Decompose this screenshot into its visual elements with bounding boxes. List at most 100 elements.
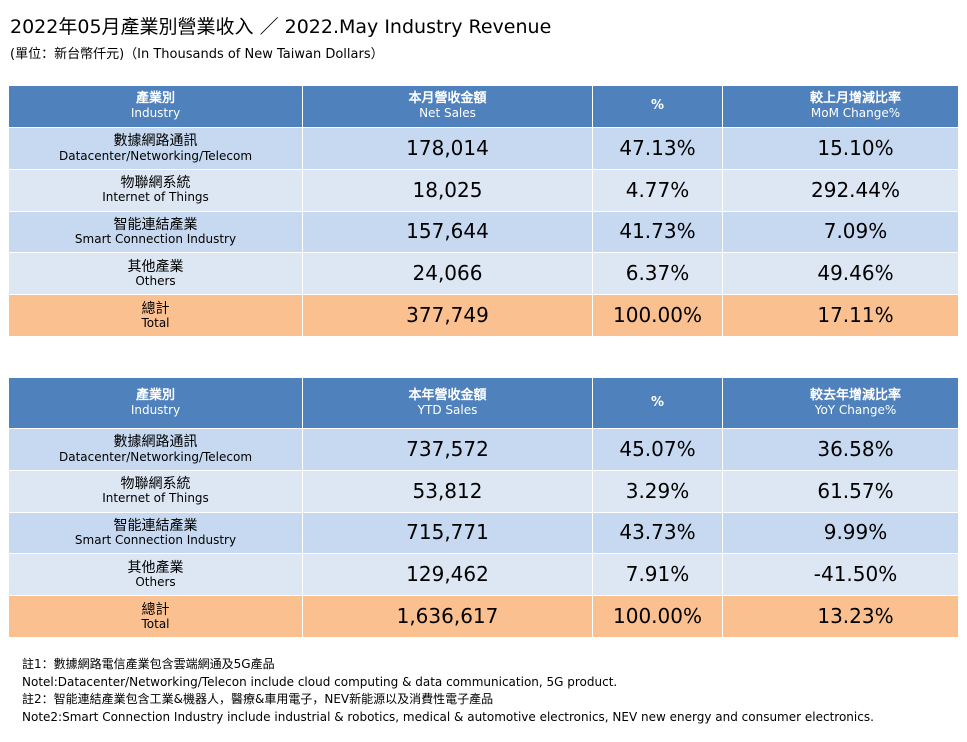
header-zh: 產業別 xyxy=(135,91,175,107)
industry-zh: 數據網路通訊 xyxy=(113,133,198,150)
header-en: YTD Sales xyxy=(417,402,478,417)
header-zh: 較去年增減比率 xyxy=(809,387,901,403)
industry-cell: 智能連結產業 Smart Connection Industry xyxy=(8,210,303,254)
value-cell: 3.29% xyxy=(592,469,723,513)
industry-en: Smart Connection Industry xyxy=(74,533,237,548)
value-cell: 61.57% xyxy=(722,469,959,513)
header-cell: 本月營收金額 Net Sales xyxy=(302,85,593,128)
header-cell: % xyxy=(592,377,723,429)
industry-en: Smart Connection Industry xyxy=(74,232,237,247)
industry-zh: 總計 xyxy=(141,601,170,618)
value-cell: 49.46% xyxy=(722,252,959,296)
industry-zh: 總計 xyxy=(141,300,170,317)
data-row: 其他產業 Others 129,462 7.91% -41.50% xyxy=(8,553,959,597)
value-cell: 100.00% xyxy=(592,595,723,638)
header-zh: 本年營收金額 xyxy=(408,387,487,403)
value-cell: 43.73% xyxy=(592,511,723,555)
industry-en: Datacenter/Networking/Telecom xyxy=(58,449,253,464)
value-cell: 7.91% xyxy=(592,553,723,597)
header-en: Industry xyxy=(130,402,181,417)
header-row: 產業別 Industry 本月營收金額 Net Sales% 較上月增減比率 MoM Ch… xyxy=(8,85,959,128)
value-cell: 41.73% xyxy=(592,210,723,254)
note: 註2：智能連結產業包含工業&機器人，醫療&車用電子，NEV新能源以及消費性電子產… xyxy=(22,692,494,706)
industry-en: Internet of Things xyxy=(102,491,209,506)
industry-en: Datacenter/Networking/Telecom xyxy=(58,148,253,163)
industry-en: Total xyxy=(141,616,170,631)
value-cell: 178,014 xyxy=(302,127,593,170)
header-en: YoY Change% xyxy=(814,402,897,417)
data-table: 產業別 Industry 本年營收金額 YTD Sales% 較去年增減比率 YoY Ch… xyxy=(8,377,959,638)
header-en: MoM Change% xyxy=(810,106,901,121)
data-row: 數據網路通訊 Datacenter/Networking/Telecom 178,0… xyxy=(8,127,959,170)
value-cell: 129,462 xyxy=(302,553,593,597)
industry-cell: 數據網路通訊 Datacenter/Networking/Telecom xyxy=(8,428,303,471)
header-cell: 較去年增減比率 YoY Change% xyxy=(722,377,959,429)
note: 註1：數據網路電信產業包含雲端網通及5G產品 xyxy=(22,657,275,671)
data-row: 物聯網系統 Internet of Things 53,812 3.29% 61.57% xyxy=(8,469,959,513)
industry-cell: 智能連結產業 Smart Connection Industry xyxy=(8,511,303,555)
header-cell: 較上月增減比率 MoM Change% xyxy=(722,85,959,128)
industry-cell: 其他產業 Others xyxy=(8,553,303,597)
value-cell: 13.23% xyxy=(722,595,959,638)
table-body: 產業別 Industry 本年營收金額 YTD Sales% 較去年增減比率 YoY Ch… xyxy=(8,377,959,638)
value-cell: 9.99% xyxy=(722,511,959,555)
subtitle: (單位：新台幣仟元)（In Thousands of New Taiwan Do… xyxy=(10,47,384,62)
industry-zh: 物聯網系統 xyxy=(120,175,191,192)
header-en: Net Sales xyxy=(419,106,476,121)
header-en: Industry xyxy=(130,106,181,121)
value-cell: 377,749 xyxy=(302,294,593,337)
header-zh: % xyxy=(650,394,665,410)
industry-cell: 總計 Total xyxy=(8,294,303,337)
note: Notel:Datacenter/Networking/Telecon incl… xyxy=(22,674,618,689)
value-cell: 157,644 xyxy=(302,210,593,254)
industry-cell: 其他產業 Others xyxy=(8,252,303,296)
header-cell: % xyxy=(592,85,723,128)
value-cell: 45.07% xyxy=(592,428,723,471)
header-row: 產業別 Industry 本年營收金額 YTD Sales% 較去年增減比率 YoY Ch… xyxy=(8,377,959,429)
value-cell: 6.37% xyxy=(592,252,723,296)
data-row: 智能連結產業 Smart Connection Industry 157,644 41… xyxy=(8,210,959,254)
value-cell: 36.58% xyxy=(722,428,959,471)
data-row: 其他產業 Others 24,066 6.37% 49.46% xyxy=(8,252,959,296)
value-cell: 1,636,617 xyxy=(302,595,593,638)
industry-cell: 物聯網系統 Internet of Things xyxy=(8,469,303,513)
header-zh: % xyxy=(650,98,665,114)
value-cell: 47.13% xyxy=(592,127,723,170)
data-row: 物聯網系統 Internet of Things 18,025 4.77% 292.44… xyxy=(8,168,959,212)
value-cell: 15.10% xyxy=(722,127,959,170)
industry-zh: 物聯網系統 xyxy=(120,476,191,493)
value-cell: 292.44% xyxy=(722,168,959,212)
total-row: 總計 Total 377,749 100.00% 17.11% xyxy=(8,294,959,337)
header-zh: 本月營收金額 xyxy=(408,91,487,107)
header-cell: 產業別 Industry xyxy=(8,377,303,429)
header-zh: 產業別 xyxy=(135,387,175,403)
industry-cell: 數據網路通訊 Datacenter/Networking/Telecom xyxy=(8,127,303,170)
industry-en: Others xyxy=(135,273,176,288)
industry-cell: 物聯網系統 Internet of Things xyxy=(8,168,303,212)
industry-cell: 總計 Total xyxy=(8,595,303,638)
industry-zh: 數據網路通訊 xyxy=(113,434,198,451)
table-body: 產業別 Industry 本月營收金額 Net Sales% 較上月增減比率 MoM Ch… xyxy=(8,85,959,337)
value-cell: 100.00% xyxy=(592,294,723,337)
value-cell: 737,572 xyxy=(302,428,593,471)
industry-en: Total xyxy=(141,315,170,330)
industry-zh: 其他產業 xyxy=(127,258,184,275)
data-row: 數據網路通訊 Datacenter/Networking/Telecom 737,5… xyxy=(8,428,959,471)
value-cell: 24,066 xyxy=(302,252,593,296)
data-table: 產業別 Industry 本月營收金額 Net Sales% 較上月增減比率 MoM Ch… xyxy=(8,85,959,337)
total-row: 總計 Total 1,636,617 100.00% 13.23% xyxy=(8,595,959,638)
value-cell: 4.77% xyxy=(592,168,723,212)
industry-en: Others xyxy=(135,574,176,589)
value-cell: 7.09% xyxy=(722,210,959,254)
header-cell: 本年營收金額 YTD Sales xyxy=(302,377,593,429)
note: Note2:Smart Connection Industry include … xyxy=(22,709,874,724)
header-zh: 較上月增減比率 xyxy=(809,91,901,107)
header-cell: 產業別 Industry xyxy=(8,85,303,128)
value-cell: 17.11% xyxy=(722,294,959,337)
value-cell: 715,771 xyxy=(302,511,593,555)
value-cell: 18,025 xyxy=(302,168,593,212)
industry-zh: 智能連結產業 xyxy=(113,217,198,234)
industry-en: Internet of Things xyxy=(102,190,209,205)
industry-zh: 智能連結產業 xyxy=(113,518,198,535)
